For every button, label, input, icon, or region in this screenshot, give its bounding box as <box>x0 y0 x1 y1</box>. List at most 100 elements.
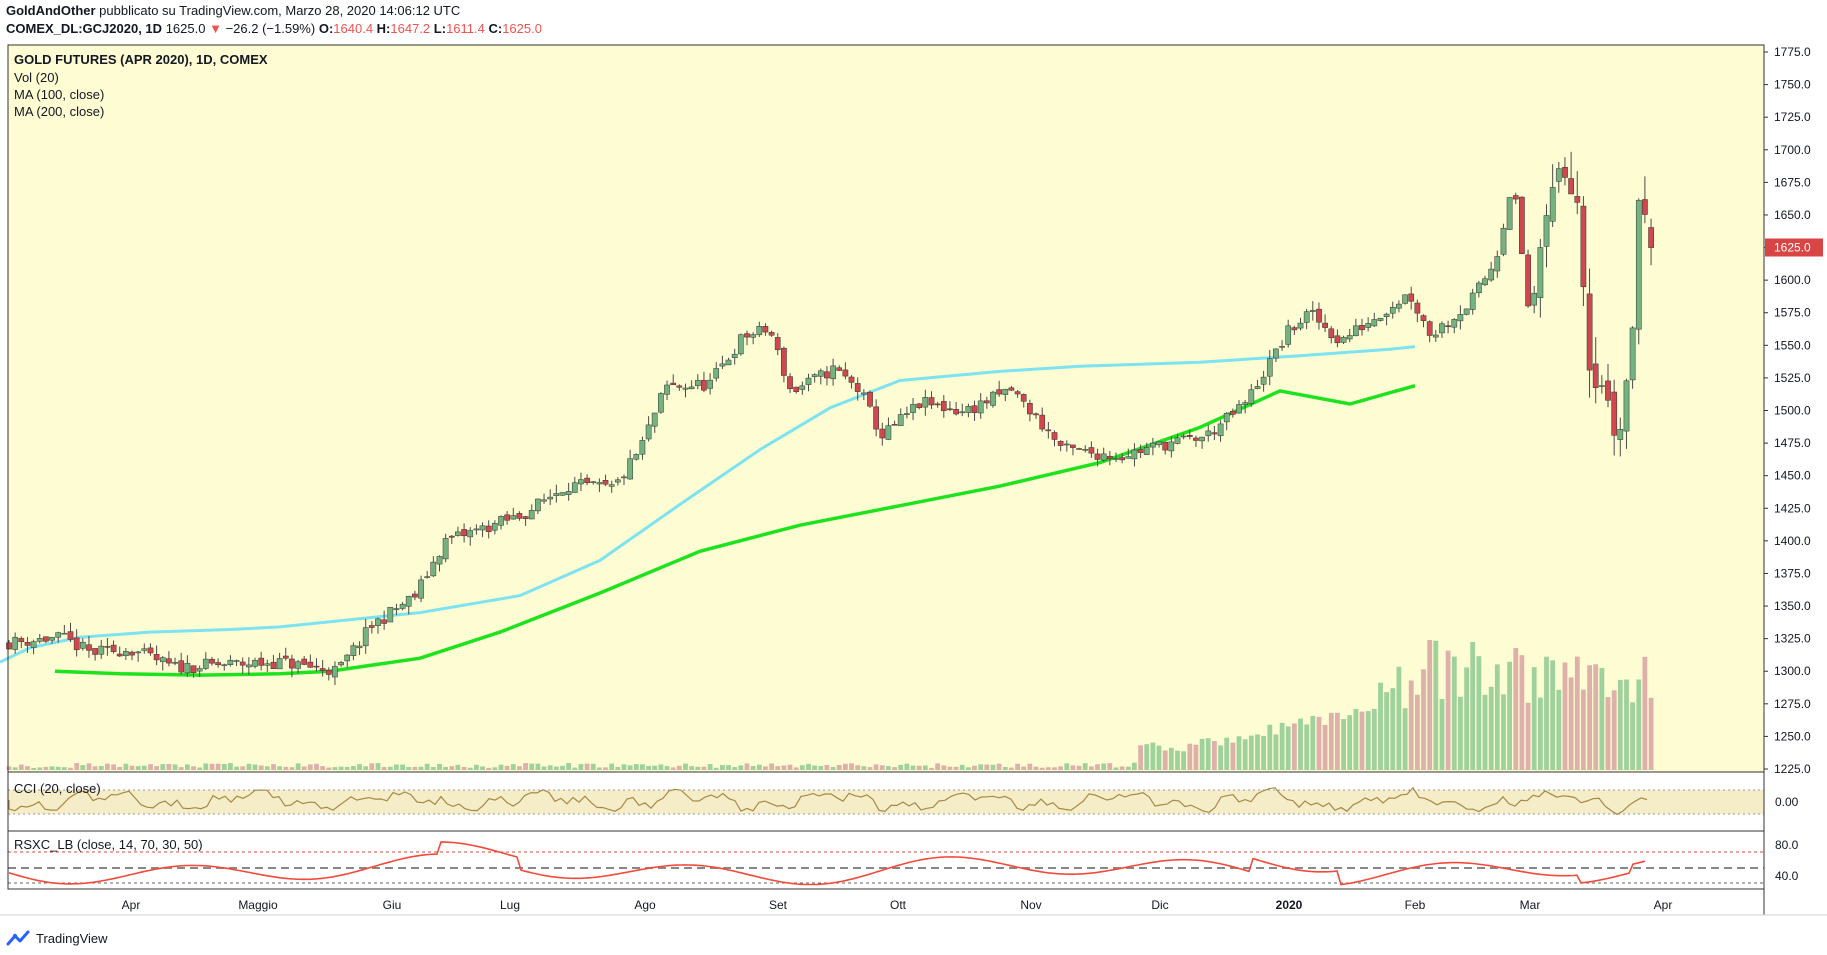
candle[interactable] <box>1482 275 1488 287</box>
candle[interactable] <box>485 520 492 539</box>
candle[interactable] <box>1322 314 1328 333</box>
candle[interactable] <box>1156 441 1162 448</box>
candle[interactable] <box>571 476 578 493</box>
candle[interactable] <box>559 492 566 496</box>
candle[interactable] <box>1365 317 1372 332</box>
candle[interactable] <box>1211 426 1218 441</box>
candle[interactable] <box>627 449 633 480</box>
time-axis[interactable]: Apr Maggio Giu Lug Ago Set Ott Nov Dic 2020 Feb Mar… <box>0 898 1827 916</box>
candle[interactable] <box>996 380 1002 397</box>
candle[interactable] <box>1562 157 1568 186</box>
candle[interactable] <box>153 645 160 666</box>
candle[interactable] <box>202 652 209 671</box>
candle[interactable] <box>412 590 418 601</box>
candle[interactable] <box>1174 433 1181 445</box>
candle[interactable] <box>1568 151 1574 195</box>
candle[interactable] <box>1094 448 1101 467</box>
candle[interactable] <box>1506 197 1513 231</box>
candle[interactable] <box>227 655 234 667</box>
candle[interactable] <box>707 373 713 395</box>
candle[interactable] <box>135 651 142 662</box>
candle[interactable] <box>1113 452 1119 462</box>
candle[interactable] <box>602 474 609 487</box>
candle[interactable] <box>116 646 123 658</box>
candle[interactable] <box>658 392 664 414</box>
candle[interactable] <box>98 639 105 659</box>
candle[interactable] <box>596 478 603 493</box>
candle[interactable] <box>787 373 793 393</box>
candle[interactable] <box>1396 300 1402 313</box>
candle[interactable] <box>1199 436 1205 449</box>
candle[interactable] <box>1445 320 1451 334</box>
candle[interactable] <box>123 648 129 660</box>
candle[interactable] <box>1193 435 1199 447</box>
candle[interactable] <box>1549 164 1556 227</box>
candle[interactable] <box>1236 400 1242 414</box>
candle[interactable] <box>405 595 412 615</box>
candle[interactable] <box>824 366 830 386</box>
candle[interactable] <box>854 377 861 401</box>
candle[interactable] <box>584 474 590 486</box>
candle[interactable] <box>36 633 43 644</box>
candle[interactable] <box>1082 445 1089 453</box>
candle[interactable] <box>836 365 843 371</box>
candle[interactable] <box>535 498 541 514</box>
candle[interactable] <box>1088 441 1095 458</box>
candle[interactable] <box>184 655 191 677</box>
candle[interactable] <box>1150 437 1156 456</box>
candle[interactable] <box>258 651 265 671</box>
candle[interactable] <box>528 504 535 520</box>
candle[interactable] <box>313 658 320 672</box>
candle[interactable] <box>694 374 701 390</box>
candle[interactable] <box>504 511 510 525</box>
candle[interactable] <box>1051 430 1058 447</box>
candle[interactable] <box>190 665 197 678</box>
candle[interactable] <box>307 654 314 668</box>
candle[interactable] <box>959 403 966 417</box>
candle[interactable] <box>947 401 953 412</box>
candle[interactable] <box>1186 429 1193 440</box>
candle[interactable] <box>473 524 480 535</box>
candle[interactable] <box>793 386 800 394</box>
candle[interactable] <box>1027 399 1033 422</box>
candle[interactable] <box>196 665 203 677</box>
candle[interactable] <box>319 660 326 677</box>
candle[interactable] <box>940 395 947 418</box>
candle[interactable] <box>1254 379 1261 390</box>
candle[interactable] <box>811 373 818 383</box>
candle[interactable] <box>904 406 910 419</box>
candle[interactable] <box>1316 302 1322 330</box>
candle[interactable] <box>362 618 369 654</box>
candle[interactable] <box>1125 448 1132 459</box>
candle[interactable] <box>350 642 357 661</box>
candle[interactable] <box>1162 441 1169 455</box>
candle[interactable] <box>578 472 584 492</box>
candle[interactable] <box>166 651 172 667</box>
candle[interactable] <box>1340 335 1347 344</box>
candle[interactable] <box>928 391 935 409</box>
candle[interactable] <box>368 621 375 634</box>
candle[interactable] <box>737 333 744 356</box>
candle[interactable] <box>110 640 117 654</box>
candle[interactable] <box>1414 299 1421 323</box>
candle[interactable] <box>491 520 498 535</box>
candle[interactable] <box>1457 305 1464 330</box>
candle[interactable] <box>79 638 86 651</box>
candle[interactable] <box>1230 408 1236 418</box>
candle[interactable] <box>104 638 111 656</box>
candle[interactable] <box>1531 286 1538 314</box>
candle[interactable] <box>1525 249 1531 308</box>
candle[interactable] <box>55 631 62 643</box>
candle[interactable] <box>1143 442 1150 455</box>
candle[interactable] <box>1266 349 1273 386</box>
candle[interactable] <box>233 659 240 667</box>
candle[interactable] <box>848 375 855 389</box>
candle[interactable] <box>873 399 879 437</box>
candle[interactable] <box>1217 420 1224 442</box>
candle[interactable] <box>1131 443 1138 467</box>
candle[interactable] <box>750 332 756 345</box>
candle[interactable] <box>1076 447 1082 450</box>
candle[interactable] <box>682 383 689 398</box>
candle[interactable] <box>1389 301 1396 319</box>
